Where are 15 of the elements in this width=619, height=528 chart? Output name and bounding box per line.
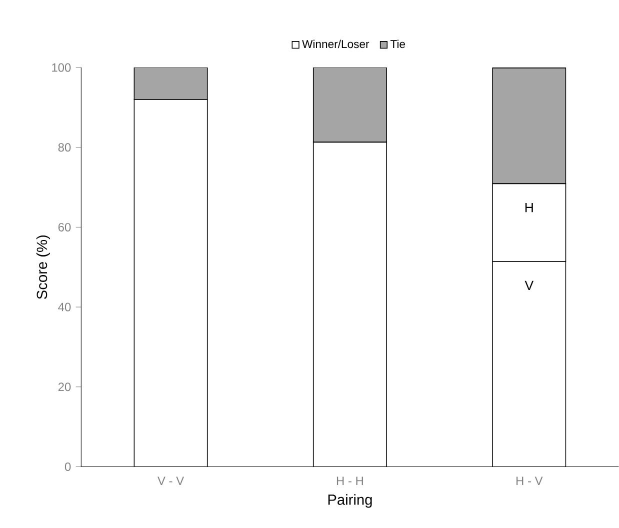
y-tick-label: 0 — [64, 462, 71, 471]
y-tick-label: 100 — [52, 63, 71, 72]
x-tick-label: V - V — [158, 476, 184, 486]
y-tick-label: 80 — [58, 143, 71, 152]
legend-label: Winner/Loser — [302, 40, 370, 48]
y-axis-title: Score (%) — [36, 236, 50, 300]
x-axis-title: Pairing — [328, 494, 372, 508]
y-tick-label: 40 — [58, 302, 71, 312]
y-tick-label: 20 — [58, 382, 71, 392]
data-label: H — [525, 203, 533, 212]
legend-label: Tie — [390, 40, 405, 48]
x-tick-label: H - H — [336, 476, 363, 486]
y-tick-label: 60 — [58, 222, 71, 232]
data-label: V — [524, 280, 534, 290]
x-tick-label: H - V — [516, 476, 543, 486]
